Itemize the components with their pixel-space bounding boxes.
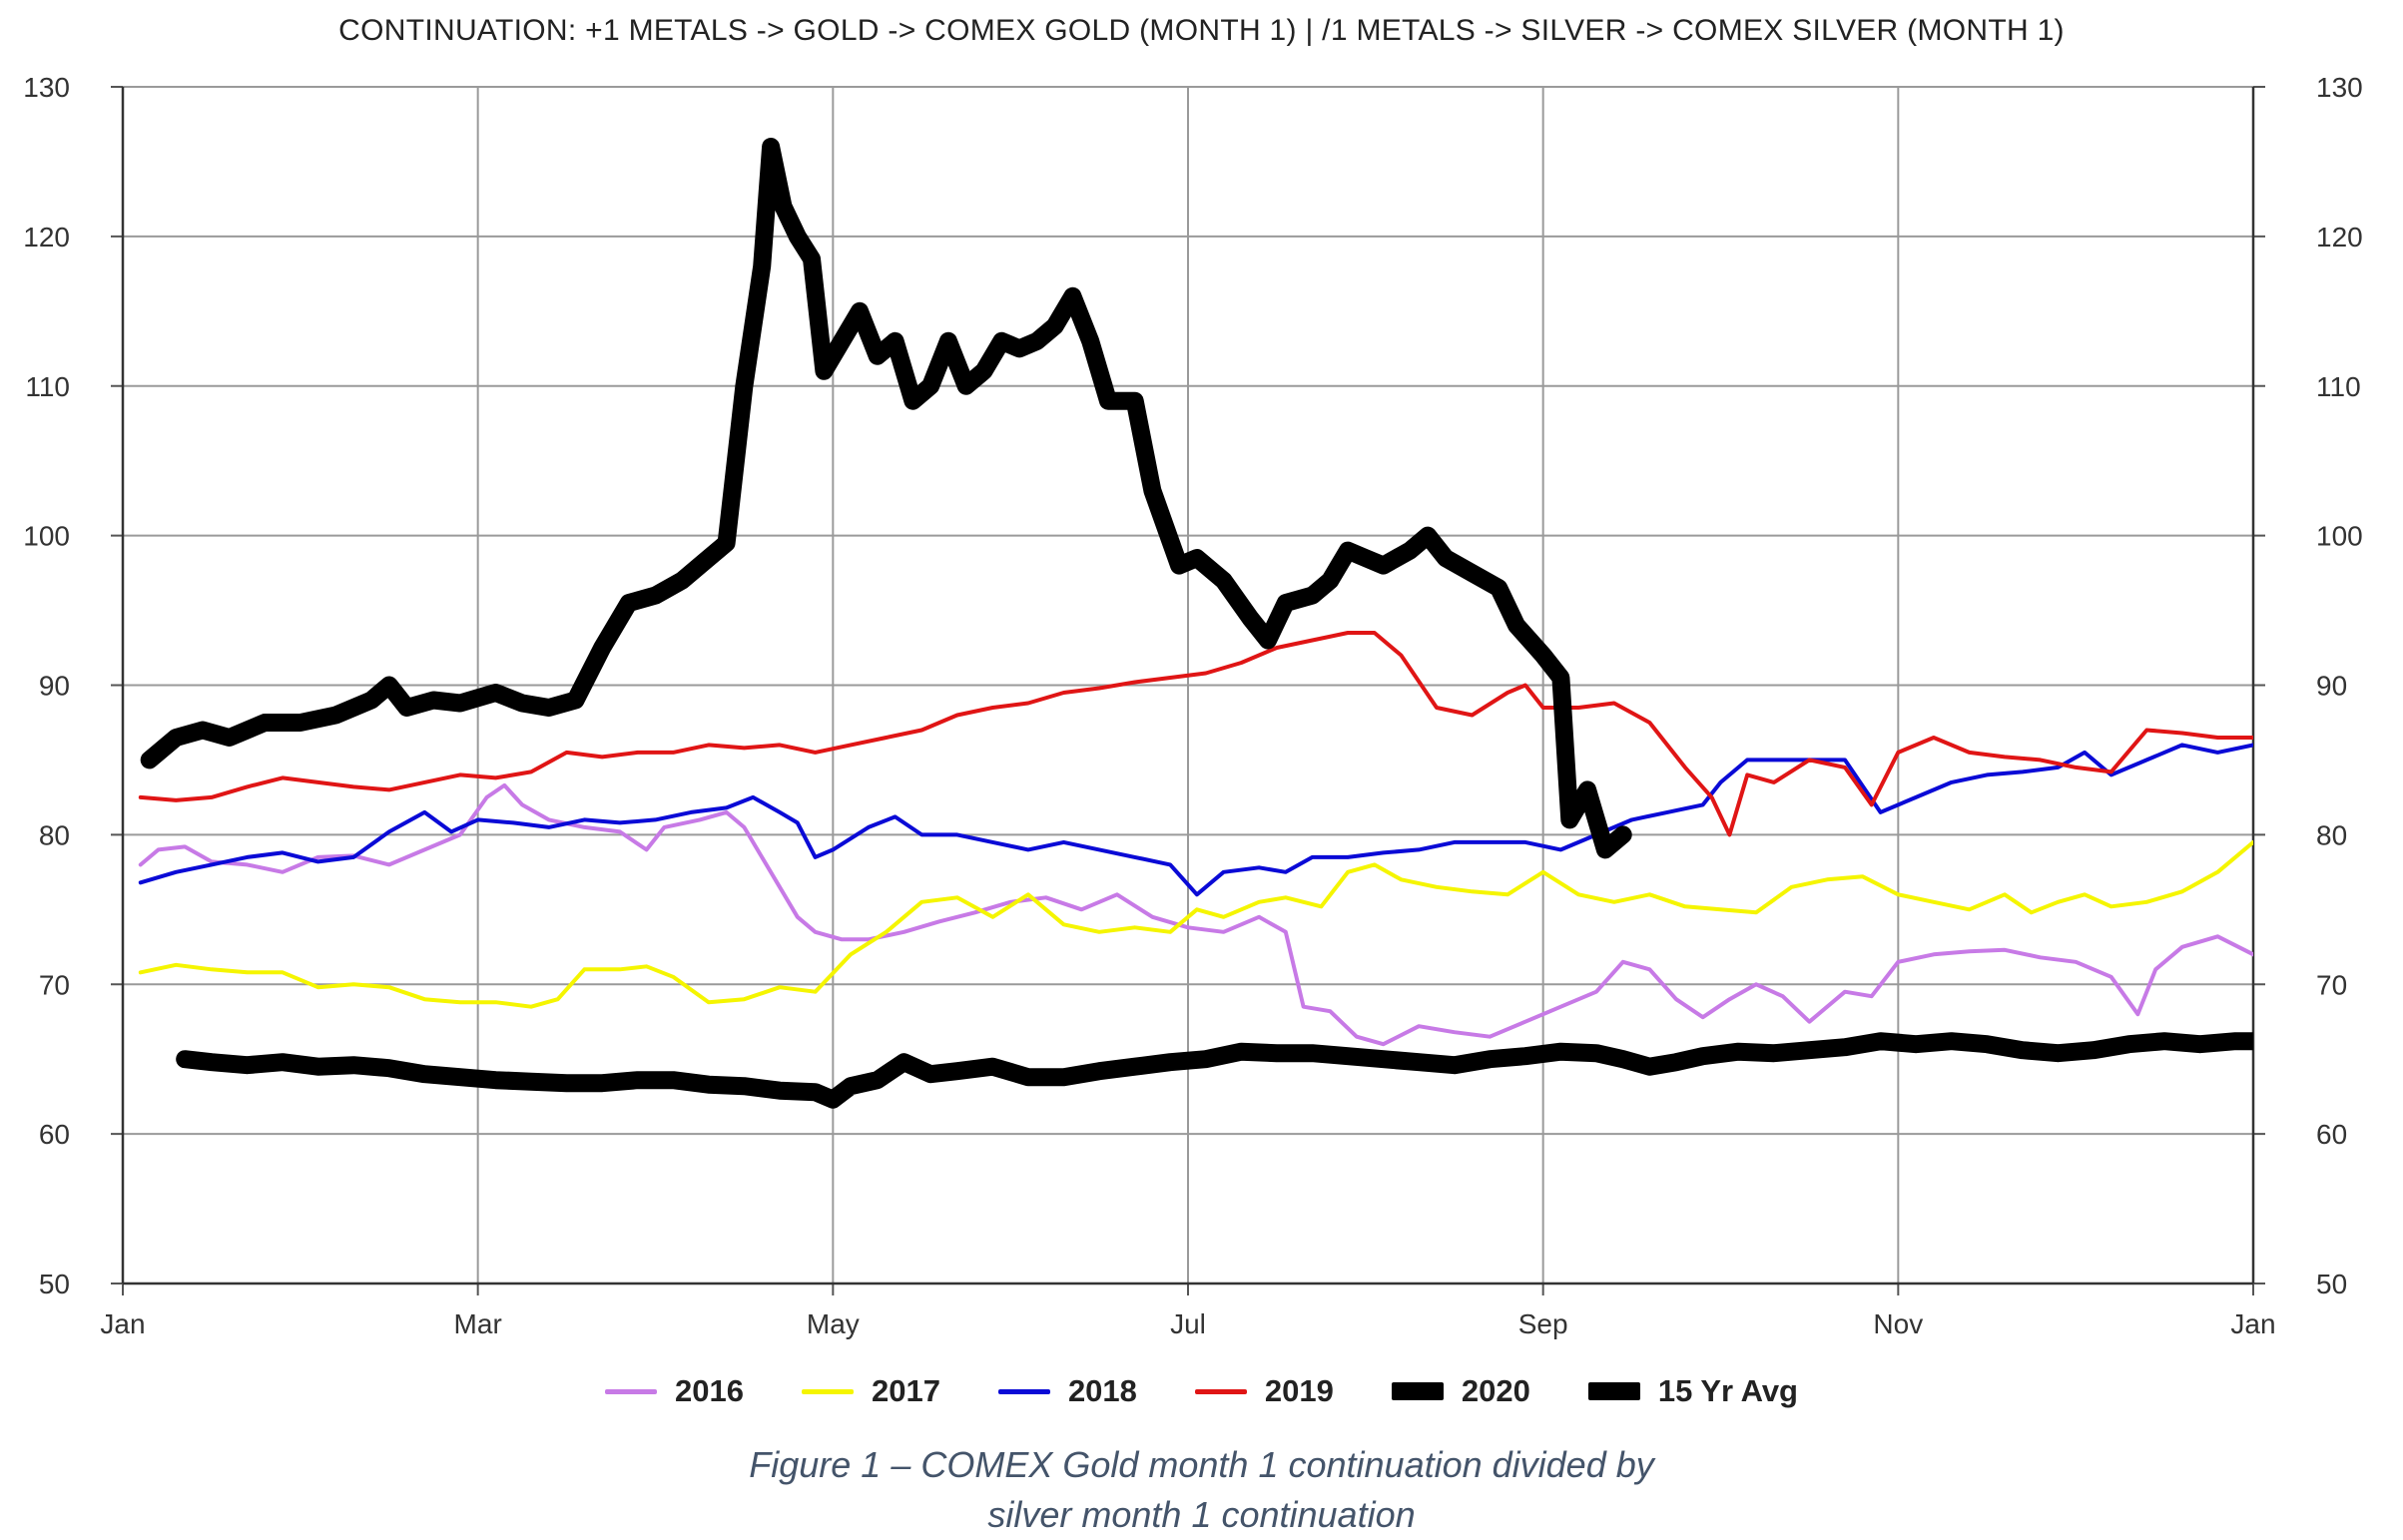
caption-line-1: Figure 1 – COMEX Gold month 1 continuati… — [749, 1444, 1654, 1485]
y-tick-label-left: 70 — [39, 969, 70, 1000]
legend-swatch-2016 — [605, 1388, 657, 1394]
legend-swatch-2017 — [801, 1388, 854, 1394]
legend-item-2017: 2017 — [801, 1373, 940, 1409]
series-line-2019 — [138, 631, 2253, 837]
legend-swatch-2018 — [997, 1388, 1050, 1394]
x-tick-label: Jul — [1170, 1308, 1206, 1339]
y-tick-label-left: 60 — [39, 1119, 70, 1150]
y-tick-label-left: 130 — [23, 72, 70, 103]
y-tick-label-right: 60 — [2316, 1119, 2347, 1150]
legend-item-2019: 2019 — [1194, 1373, 1334, 1409]
series-line-2018 — [138, 743, 2253, 897]
gridlines — [122, 86, 2254, 1284]
figure-caption: Figure 1 – COMEX Gold month 1 continuati… — [0, 1440, 2403, 1540]
legend-item-2020: 2020 — [1391, 1373, 1530, 1409]
legend-swatch-15-yr-avg — [1587, 1382, 1640, 1400]
legend: 2016 2017 2018 2019 2020 15 Yr Avg — [0, 1373, 2403, 1409]
y-tick-label-left: 120 — [23, 222, 70, 253]
legend-label-15-yr-avg: 15 Yr Avg — [1657, 1373, 1798, 1408]
y-tick-label-right: 90 — [2316, 671, 2347, 702]
x-tick-label: Sep — [1518, 1308, 1568, 1339]
legend-label-2017: 2017 — [871, 1373, 940, 1408]
series-line-2016 — [138, 782, 2253, 1047]
series-line-2017 — [138, 839, 2253, 1009]
legend-item-15-yr-avg: 15 Yr Avg — [1587, 1373, 1798, 1409]
series-lines — [138, 138, 2253, 1109]
x-tick-label: Jan — [2230, 1308, 2275, 1339]
legend-label-2016: 2016 — [675, 1373, 744, 1408]
tick-labels: 50 50 60 60 70 70 80 80 90 90 100 100 110 110 120 120 13… — [23, 72, 2362, 1339]
x-tick-label: Nov — [1873, 1308, 1923, 1339]
x-tick-label: Jan — [100, 1308, 145, 1339]
y-tick-label-right: 110 — [2316, 371, 2361, 402]
legend-label-2019: 2019 — [1264, 1373, 1334, 1408]
x-tick-label: May — [807, 1308, 860, 1339]
caption-line-2: silver month 1 continuation — [987, 1494, 1416, 1535]
y-tick-label-right: 100 — [2316, 521, 2363, 552]
chart-title: CONTINUATION: +1 METALS -> GOLD -> COMEX… — [338, 14, 2065, 47]
series-line-2020 — [140, 138, 1632, 859]
legend-label-2018: 2018 — [1067, 1373, 1137, 1408]
y-tick-label-right: 70 — [2316, 969, 2347, 1000]
legend-swatch-2020 — [1391, 1382, 1444, 1400]
legend-item-2016: 2016 — [605, 1373, 744, 1409]
legend-swatch-2019 — [1194, 1388, 1247, 1394]
y-tick-label-right: 130 — [2316, 72, 2363, 103]
x-tick-label: Mar — [454, 1308, 502, 1339]
y-tick-label-left: 90 — [39, 671, 70, 702]
y-tick-label-right: 80 — [2316, 819, 2347, 850]
y-tick-label-left: 110 — [25, 371, 70, 402]
y-tick-label-left: 100 — [23, 521, 70, 552]
series-line-15-yr-avg — [176, 1032, 2253, 1109]
y-tick-label-right: 120 — [2316, 222, 2363, 253]
axes — [111, 86, 2265, 1295]
y-tick-label-left: 80 — [39, 819, 70, 850]
legend-label-2020: 2020 — [1461, 1373, 1530, 1408]
legend-item-2018: 2018 — [997, 1373, 1137, 1409]
y-tick-label-right: 50 — [2316, 1269, 2347, 1299]
y-tick-label-left: 50 — [39, 1269, 70, 1299]
